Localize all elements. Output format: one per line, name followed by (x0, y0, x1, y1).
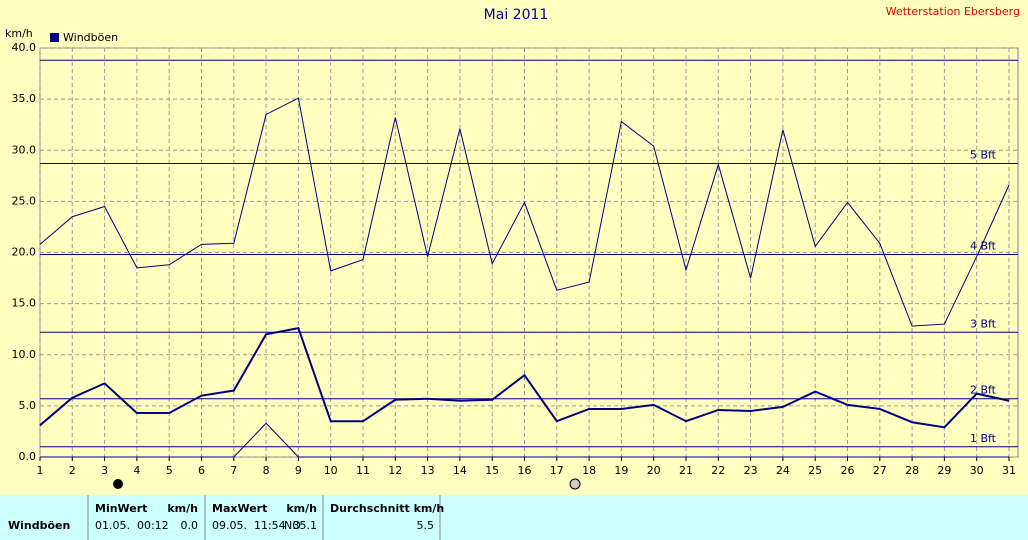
x-tick-label: 1 (37, 464, 44, 477)
row-label: Windböen (8, 519, 70, 532)
x-tick-label: 25 (808, 464, 822, 477)
series-line (39, 327, 1010, 429)
series-line (40, 422, 1009, 458)
table-header: MinWert (95, 502, 147, 515)
y-tick-label: 20.0 (12, 246, 37, 259)
x-tick-label: 7 (230, 464, 237, 477)
x-tick-label: 2 (69, 464, 76, 477)
y-tick-label: 25.0 (12, 194, 37, 207)
y-tick-label: 35.0 (12, 92, 37, 105)
table-band (0, 495, 1028, 540)
y-tick-label: 30.0 (12, 143, 37, 156)
reference-label: 3 Bft (970, 317, 997, 330)
y-tick-label: 0.0 (19, 450, 37, 463)
table-cell: 01.05. 00:12 (95, 519, 169, 532)
y-tick-label: 40.0 (12, 41, 37, 54)
table-header: km/h (167, 502, 198, 515)
table-cell: 5.5 (417, 519, 435, 532)
series-line (39, 97, 1010, 327)
x-tick-label: 11 (356, 464, 370, 477)
x-tick-label: 19 (614, 464, 628, 477)
y-tick-label: 10.0 (12, 348, 37, 361)
x-tick-label: 6 (198, 464, 205, 477)
reference-label: 1 Bft (970, 432, 997, 445)
station-name: Wetterstation Ebersberg (886, 5, 1020, 18)
x-tick-label: 10 (324, 464, 338, 477)
x-tick-label: 13 (421, 464, 435, 477)
moon-icon (569, 478, 581, 490)
x-tick-label: 22 (711, 464, 725, 477)
x-tick-label: 15 (485, 464, 499, 477)
x-tick-label: 16 (518, 464, 532, 477)
x-tick-label: 12 (388, 464, 402, 477)
table-header: km/h (286, 502, 317, 515)
x-tick-label: 31 (1002, 464, 1016, 477)
legend-swatch (50, 33, 59, 42)
table-cell: NO (284, 519, 301, 532)
x-tick-label: 17 (550, 464, 564, 477)
x-tick-label: 23 (744, 464, 758, 477)
x-tick-label: 20 (647, 464, 661, 477)
x-tick-label: 9 (295, 464, 302, 477)
x-tick-label: 29 (937, 464, 951, 477)
x-tick-label: 21 (679, 464, 693, 477)
x-tick-label: 4 (133, 464, 140, 477)
x-tick-label: 5 (166, 464, 173, 477)
x-tick-label: 8 (263, 464, 270, 477)
reference-label: 5 Bft (970, 149, 997, 162)
x-tick-label: 30 (970, 464, 984, 477)
plot-area (39, 47, 1019, 458)
y-axis-label: km/h (5, 27, 33, 40)
x-tick-label: 28 (905, 464, 919, 477)
table-header: Durchschnitt km/h (330, 502, 444, 515)
y-tick-label: 5.0 (19, 399, 37, 412)
table-cell: 35.1 (293, 519, 318, 532)
x-tick-label: 24 (776, 464, 790, 477)
x-tick-label: 14 (453, 464, 467, 477)
table-header: MaxWert (212, 502, 267, 515)
chart-title: Mai 2011 (484, 7, 549, 23)
table-cell: 0.0 (181, 519, 199, 532)
x-tick-label: 18 (582, 464, 596, 477)
moon-icon (113, 479, 123, 489)
x-tick-label: 27 (873, 464, 887, 477)
x-tick-label: 3 (101, 464, 108, 477)
legend-label: Windböen (63, 31, 118, 44)
table-cell: 09.05. 11:54 (212, 519, 286, 532)
reference-label: 4 Bft (970, 240, 997, 253)
x-tick-label: 26 (841, 464, 855, 477)
summary-table: MinWert km/h MaxWert km/h Durchschnitt k… (8, 495, 444, 540)
y-tick-label: 15.0 (12, 297, 37, 310)
